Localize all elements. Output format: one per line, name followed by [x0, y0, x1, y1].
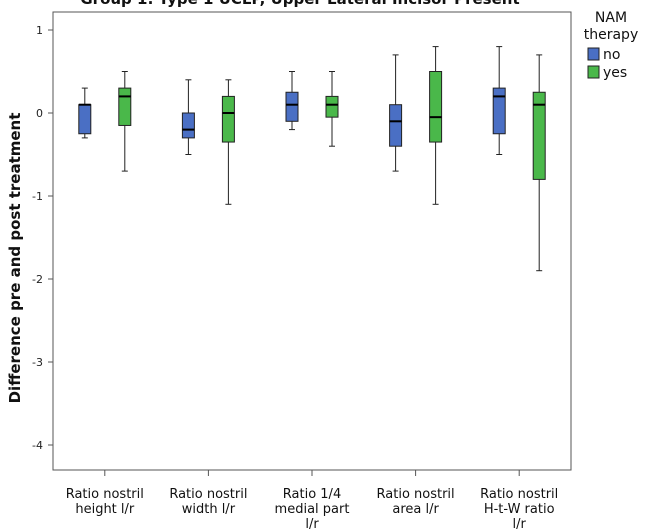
- box-yes-4: [532, 54, 546, 272]
- category-label: Ratio 1/4 medial part l/r: [275, 487, 350, 531]
- iqr-box: [285, 91, 299, 122]
- box-yes-1: [221, 79, 235, 205]
- iqr-box: [492, 87, 506, 135]
- y-tick-label: -3: [32, 356, 43, 369]
- y-tick-label: 1: [36, 24, 43, 37]
- iqr-box: [118, 87, 132, 126]
- legend-label-yes: yes: [603, 65, 627, 81]
- box-no-2: [285, 71, 299, 131]
- iqr-box: [429, 71, 443, 143]
- y-tick-label: -1: [32, 190, 43, 203]
- iqr-box: [78, 104, 92, 135]
- category-label: Ratio nostril height l/r: [66, 487, 144, 517]
- iqr-box: [181, 112, 195, 139]
- iqr-box: [532, 91, 546, 180]
- y-tick-label: -4: [32, 439, 43, 452]
- category-label: Ratio nostril H-t-W ratio l/r: [480, 487, 558, 531]
- x-axis: Ratio nostril height l/r Ratio nostril widt…: [66, 470, 558, 531]
- y-tick-label: -2: [32, 273, 43, 286]
- box-yes-3: [429, 46, 443, 205]
- box-no-4: [492, 46, 506, 155]
- boxes-layer: [78, 46, 546, 272]
- box-yes-2: [325, 71, 339, 147]
- box-no-1: [181, 79, 195, 155]
- legend-title: therapy: [584, 27, 638, 43]
- box-no-0: [78, 87, 92, 139]
- legend-label-no: no: [603, 47, 620, 63]
- chart-title: Group 1: Type 1 UCLP, Upper Lateral Inci…: [80, 0, 519, 8]
- legend-swatch-yes: [587, 65, 600, 79]
- iqr-box: [325, 95, 339, 118]
- iqr-box: [221, 95, 235, 143]
- y-axis-label: Difference pre and post treatment: [6, 113, 24, 404]
- box-no-3: [389, 54, 403, 172]
- box-yes-0: [118, 71, 132, 172]
- iqr-box: [389, 104, 403, 147]
- legend-swatch-no: [587, 47, 600, 61]
- plot-frame: [52, 11, 572, 471]
- legend-title: NAM: [595, 10, 627, 26]
- y-axis: 1 0 -1 -2 -3 -4: [32, 24, 53, 452]
- y-tick-label: 0: [36, 107, 43, 120]
- category-label: Ratio nostril area l/r: [377, 487, 455, 517]
- category-label: Ratio nostril width l/r: [169, 487, 247, 517]
